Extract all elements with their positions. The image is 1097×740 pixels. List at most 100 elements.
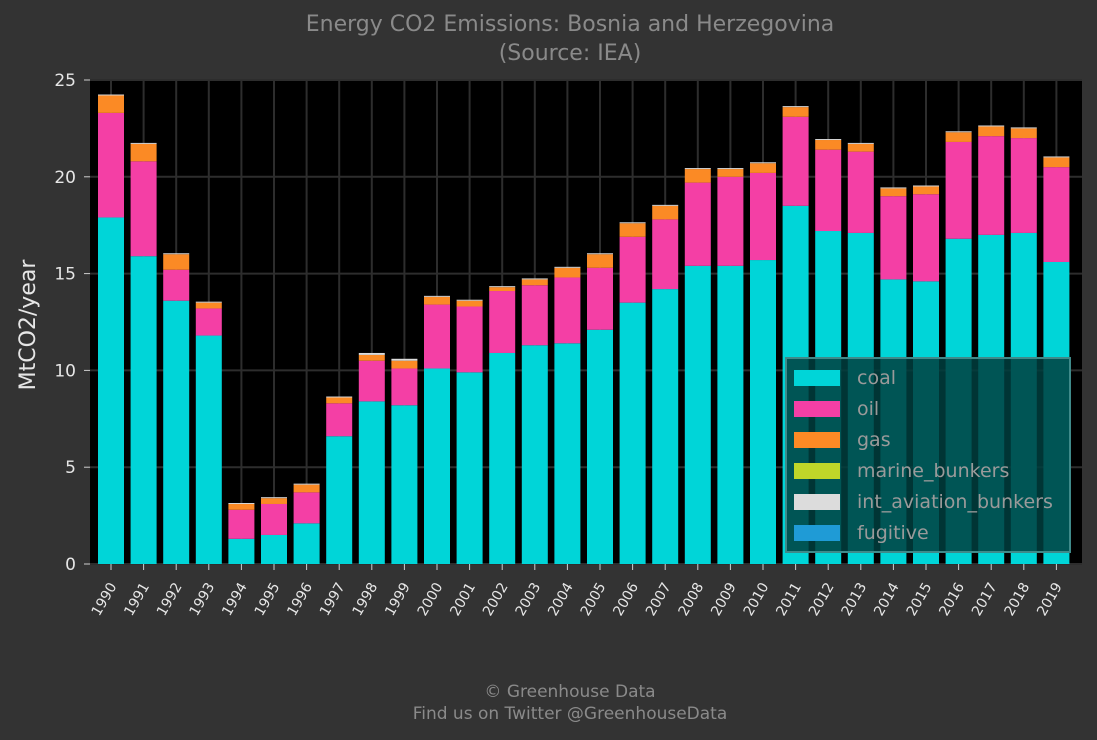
bar-int_aviation_bunkers-2013: [847, 142, 874, 144]
bar-oil-2015: [913, 194, 939, 282]
bar-coal-2000: [424, 368, 450, 564]
bar-oil-1996: [293, 492, 320, 524]
legend-swatch-marine_bunkers: [794, 463, 840, 479]
bar-int_aviation_bunkers-1998: [358, 352, 385, 355]
bar-oil-2011: [782, 116, 809, 206]
bar-oil-2007: [652, 219, 679, 290]
bar-gas-2000: [424, 296, 450, 305]
bar-int_aviation_bunkers-1991: [130, 142, 157, 144]
bar-coal-2008: [684, 265, 711, 564]
bar-oil-2017: [978, 136, 1005, 235]
legend-swatch-oil: [794, 401, 840, 417]
bar-int_aviation_bunkers-2010: [750, 162, 776, 164]
x-tick-label: 2013: [839, 580, 871, 619]
chart-subtitle: (Source: IEA): [498, 41, 642, 66]
bar-coal-2006: [619, 302, 646, 564]
x-tick-label: 2018: [1002, 580, 1034, 619]
x-tick-label: 2003: [513, 580, 545, 619]
bar-oil-2012: [815, 149, 842, 232]
bar-gas-1996: [293, 484, 320, 493]
legend-swatch-gas: [794, 432, 840, 448]
bar-oil-2008: [684, 182, 711, 266]
bar-gas-2003: [521, 279, 548, 286]
x-tick-label: 2015: [904, 580, 936, 619]
legend-label-fugitive: fugitive: [857, 522, 929, 544]
bar-int_aviation_bunkers-2017: [978, 125, 1005, 127]
bar-oil-1993: [195, 308, 222, 336]
legend-swatch-coal: [794, 370, 840, 386]
bar-coal-1995: [261, 534, 287, 564]
x-tick-label: 2008: [676, 580, 708, 619]
bar-oil-1999: [391, 368, 418, 406]
bar-coal-1997: [326, 436, 353, 564]
bar-gas-2010: [750, 163, 776, 173]
bar-gas-2015: [913, 186, 939, 195]
x-tick-label: 2006: [610, 580, 642, 619]
x-tick-label: 2010: [741, 580, 773, 619]
bar-oil-1998: [358, 360, 385, 402]
bar-oil-2002: [489, 291, 516, 353]
bar-int_aviation_bunkers-2005: [587, 253, 613, 255]
x-tick-label: 2007: [643, 580, 675, 619]
bar-coal-1992: [163, 300, 190, 564]
bar-int_aviation_bunkers-2008: [684, 168, 711, 170]
bar-gas-2014: [880, 188, 907, 197]
y-axis-label: MtCO2/year: [16, 259, 41, 391]
bar-coal-1990: [98, 217, 124, 564]
bar-int_aviation_bunkers-2004: [554, 266, 581, 268]
bar-int_aviation_bunkers-2014: [880, 187, 907, 189]
bar-gas-2004: [554, 267, 581, 278]
legend: coal oil gas marine_bunkers int_aviation_bun…: [785, 357, 1071, 553]
bar-int_aviation_bunkers-1997: [326, 396, 353, 398]
bar-coal-2010: [750, 260, 776, 564]
bar-coal-1991: [130, 256, 157, 564]
bar-int_aviation_bunkers-2001: [456, 299, 483, 301]
x-tick-label: 2004: [545, 580, 577, 619]
bar-oil-2010: [750, 172, 776, 261]
bar-gas-2007: [652, 205, 679, 220]
bar-int_aviation_bunkers-2006: [619, 222, 646, 224]
x-tick-label: 2002: [480, 580, 512, 619]
bar-gas-1999: [391, 360, 418, 369]
bar-int_aviation_bunkers-2019: [1043, 156, 1070, 158]
bar-gas-1990: [98, 95, 124, 113]
legend-swatch-fugitive: [794, 525, 840, 541]
bar-gas-2016: [945, 132, 972, 142]
x-tick-label: 2009: [708, 580, 740, 619]
x-tick-label: 2011: [773, 580, 805, 619]
bar-gas-1993: [195, 302, 222, 309]
bar-oil-2003: [521, 285, 548, 346]
bar-oil-2000: [424, 304, 450, 369]
x-tick-label: 2001: [447, 580, 479, 619]
y-axis-ticks: 0 5 10 15 20 25: [54, 71, 90, 575]
bar-coal-2003: [521, 345, 548, 564]
bar-int_aviation_bunkers-1995: [261, 497, 287, 499]
bar-int_aviation_bunkers-2002: [489, 286, 516, 288]
bar-gas-2019: [1043, 157, 1070, 168]
bar-int_aviation_bunkers-2018: [1010, 127, 1037, 129]
bar-int_aviation_bunkers-1992: [163, 253, 190, 255]
bar-gas-1995: [261, 498, 287, 504]
bar-oil-2014: [880, 196, 907, 280]
bar-gas-2017: [978, 126, 1005, 137]
bar-gas-1998: [358, 354, 385, 361]
bar-int_aviation_bunkers-2007: [652, 204, 679, 206]
bar-coal-2007: [652, 289, 679, 564]
bar-oil-2018: [1010, 138, 1037, 233]
bar-oil-2009: [717, 176, 744, 266]
x-tick-label: 1994: [219, 580, 251, 619]
bar-int_aviation_bunkers-2000: [424, 295, 450, 297]
x-tick-label: 2014: [871, 580, 903, 619]
bar-gas-2013: [847, 143, 874, 152]
bar-oil-1992: [163, 269, 190, 301]
bar-gas-2009: [717, 169, 744, 177]
x-tick-label: 2005: [578, 580, 610, 619]
bar-gas-2012: [815, 140, 842, 150]
bar-gas-1991: [130, 143, 157, 162]
bar-oil-1997: [326, 403, 353, 437]
x-tick-label: 2017: [969, 580, 1001, 619]
bar-gas-2011: [782, 107, 809, 117]
bar-coal-2009: [717, 265, 744, 564]
bar-int_aviation_bunkers-1999: [391, 358, 418, 361]
